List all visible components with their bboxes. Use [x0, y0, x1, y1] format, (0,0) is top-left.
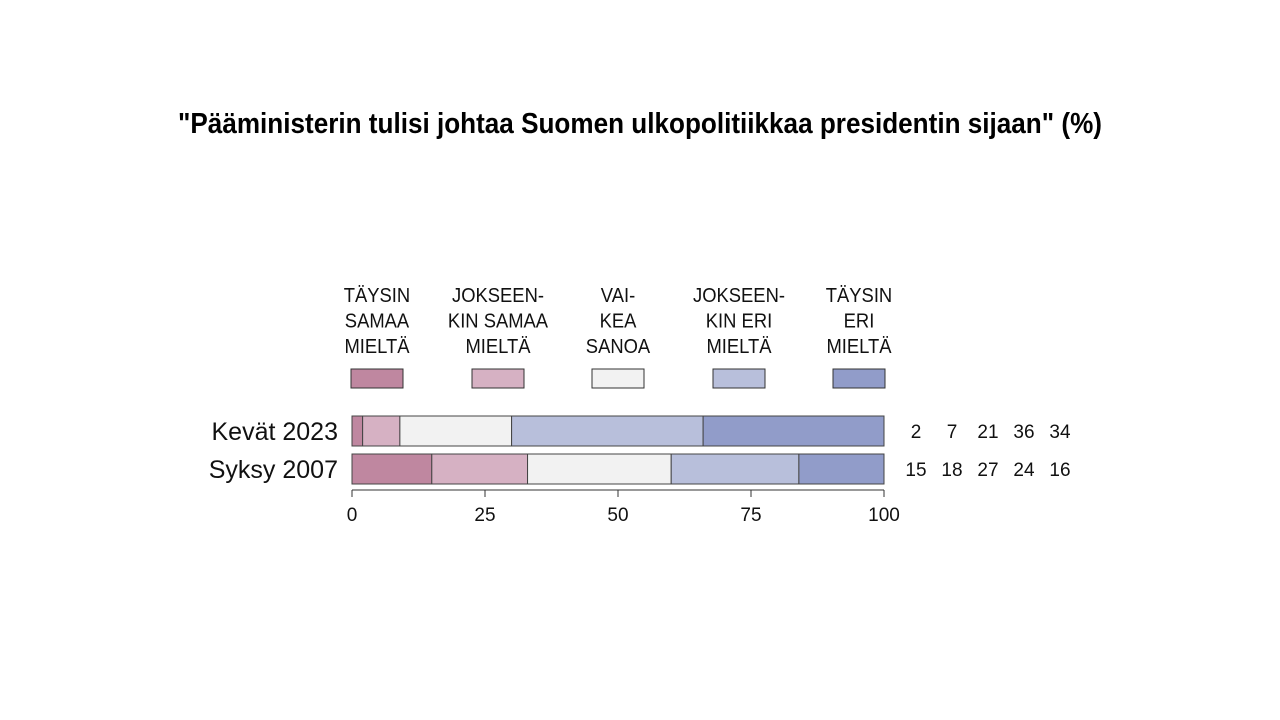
bar-segment: [399, 415, 513, 447]
legend-label: ERI: [844, 311, 875, 333]
value-label: 27: [977, 460, 998, 481]
legend-label: SANOA: [586, 336, 651, 358]
legend-label: MIELTÄ: [706, 336, 771, 358]
bar-segment: [351, 415, 364, 447]
legend-swatch: [591, 368, 645, 389]
value-label: 2: [911, 422, 922, 443]
x-tick-label: 0: [347, 505, 358, 526]
bar-segment: [702, 415, 885, 447]
bar-segment: [351, 453, 433, 485]
legend-label: VAI-: [601, 285, 635, 307]
legend-swatch: [471, 368, 525, 389]
legend-swatch: [712, 368, 766, 389]
value-label: 16: [1049, 460, 1070, 481]
bar-segment: [798, 453, 885, 485]
legend-label: KIN SAMAA: [448, 311, 548, 333]
value-label: 18: [941, 460, 962, 481]
legend-label: JOKSEEN-: [452, 285, 544, 307]
chart-title: "Pääministerin tulisi johtaa Suomen ulko…: [178, 108, 1102, 140]
value-label: 21: [977, 422, 998, 443]
category-label: Kevät 2023: [212, 418, 339, 446]
bar-segment: [362, 415, 401, 447]
legend-label: TÄYSIN: [826, 285, 892, 307]
category-label: Syksy 2007: [209, 456, 338, 484]
legend-label: MIELTÄ: [826, 336, 891, 358]
bar-segment: [670, 453, 800, 485]
legend-label: SAMAA: [345, 311, 410, 333]
x-tick-label: 100: [868, 505, 900, 526]
legend-label: TÄYSIN: [344, 285, 410, 307]
legend-swatch: [832, 368, 886, 389]
x-tick-label: 50: [607, 505, 628, 526]
legend-label: KEA: [600, 311, 637, 333]
x-tick-label: 25: [474, 505, 495, 526]
bar-segment: [431, 453, 529, 485]
legend-label: MIELTÄ: [465, 336, 530, 358]
value-label: 36: [1013, 422, 1034, 443]
legend-label: MIELTÄ: [344, 336, 409, 358]
legend-label: JOKSEEN-: [693, 285, 785, 307]
value-label: 34: [1049, 422, 1071, 443]
legend-swatch: [350, 368, 404, 389]
value-label: 15: [905, 460, 926, 481]
value-label: 7: [947, 422, 958, 443]
legend-label: KIN ERI: [706, 311, 772, 333]
x-tick-label: 75: [740, 505, 761, 526]
bar-segment: [511, 415, 704, 447]
value-label: 24: [1013, 460, 1035, 481]
bar-segment: [527, 453, 672, 485]
